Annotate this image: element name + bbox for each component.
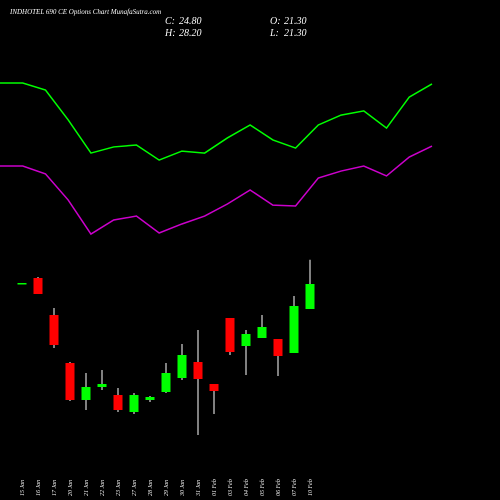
candle-body [177, 355, 187, 378]
ohlc-value: 24.80 [179, 16, 202, 27]
candle-body [161, 373, 171, 392]
ohlc-value: 28.20 [179, 28, 202, 39]
x-tick-label: 30 Jan [180, 480, 186, 497]
ohlc-name: C: [165, 16, 175, 27]
ohlc-value: 21.30 [284, 28, 307, 39]
line [0, 82, 433, 161]
candle-body [33, 278, 43, 294]
x-tick-label: 20 Jan [68, 480, 74, 496]
x-tick-label: 16 Jan [36, 480, 42, 496]
x-tick-label: 23 Jan [116, 480, 122, 496]
candle-body [81, 387, 91, 400]
candle-body [113, 395, 123, 410]
line [0, 145, 433, 236]
candle-body [241, 334, 251, 346]
x-tick-label: 04 Feb [243, 479, 250, 496]
ohlc-value: 21.30 [284, 16, 307, 27]
x-tick-label: 10 Feb [308, 479, 314, 496]
ohlc-name: L: [269, 28, 279, 39]
x-tick-label: 29 Jan [164, 480, 170, 496]
x-tick-label: 03 Feb [228, 479, 234, 496]
candle-body [209, 384, 219, 391]
x-tick-label: 17 Jan [52, 480, 58, 496]
x-tick-label: 31 Jan [196, 480, 202, 497]
ohlc-name: H: [164, 28, 176, 39]
x-tick-label: 22 Jan [100, 480, 106, 496]
candle-body [97, 384, 107, 387]
x-tick-label: 27 Jan [132, 480, 138, 496]
x-tick-label: 28 Jan [148, 480, 154, 496]
x-tick-label: 05 Feb [260, 479, 266, 496]
candle-body [273, 339, 283, 356]
candle-body [305, 284, 315, 309]
candle-body [17, 283, 27, 285]
candle-body [225, 318, 235, 352]
candle-body [129, 395, 139, 412]
candle-body [289, 306, 299, 353]
candle-body [145, 397, 155, 400]
candle-body [257, 327, 267, 338]
candle-body [65, 363, 75, 400]
x-tick-label: 01 Feb [212, 479, 218, 496]
x-tick-label: 21 Jan [84, 480, 90, 496]
ohlc-name: O: [270, 16, 281, 27]
x-tick-label: 07 Feb [292, 479, 298, 496]
x-tick-label: 15 Jan [20, 480, 26, 496]
chart-title: INDHOTEL 690 CE Options Chart MunafaSutr… [9, 8, 161, 16]
candle-body [49, 315, 59, 345]
candle-body [193, 362, 203, 379]
x-tick-label: 06 Feb [276, 479, 282, 496]
